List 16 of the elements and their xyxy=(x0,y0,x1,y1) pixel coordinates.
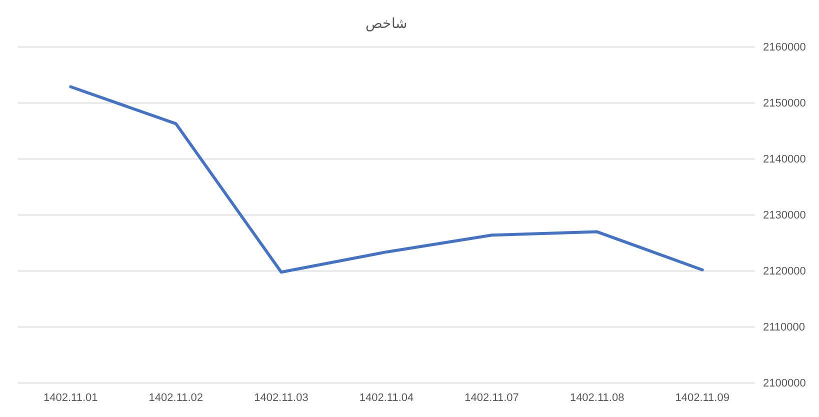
x-tick-label: 1402.11.04 xyxy=(359,392,414,404)
x-tick-label: 1402.11.09 xyxy=(675,392,730,404)
y-tick-label: 2160000 xyxy=(763,42,806,54)
y-tick-label: 2110000 xyxy=(763,322,806,334)
line-series xyxy=(69,85,704,274)
x-tick-label: 1402.11.03 xyxy=(254,392,308,404)
x-tick-label: 1402.11.07 xyxy=(464,392,519,404)
chart-title: شاخص xyxy=(366,15,408,32)
x-tick-label: 1402.11.01 xyxy=(44,392,98,404)
y-tick-label: 2100000 xyxy=(763,378,806,390)
y-tick-label: 2150000 xyxy=(763,98,806,110)
y-tick-label: 2140000 xyxy=(763,154,806,166)
y-tick-label: 2130000 xyxy=(763,210,806,222)
y-tick-label: 2120000 xyxy=(763,266,806,278)
x-tick-label: 1402.11.08 xyxy=(570,392,624,404)
x-tick-label: 1402.11.02 xyxy=(148,392,204,404)
